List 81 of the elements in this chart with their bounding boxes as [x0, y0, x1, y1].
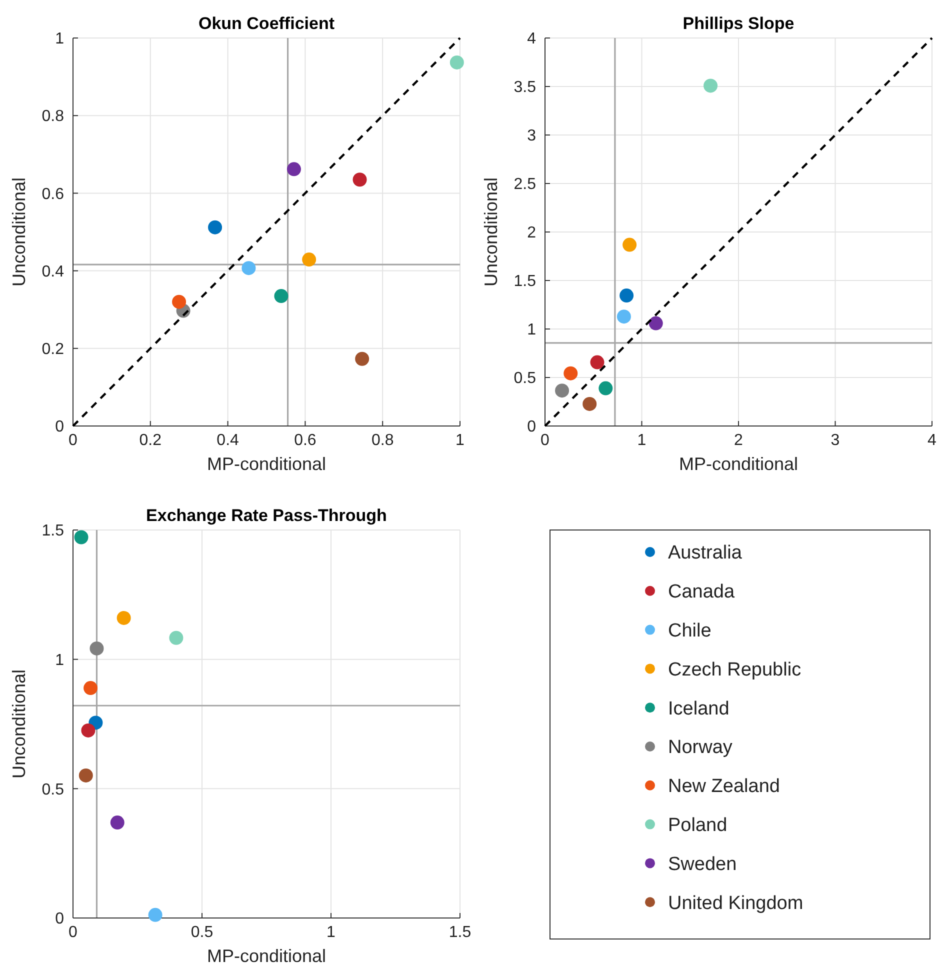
x-axis-title: MP-conditional [678, 454, 798, 474]
point [582, 396, 597, 411]
x-tick-label: 0.8 [371, 432, 394, 449]
point [148, 908, 162, 922]
chart-title: Exchange Rate Pass-Through [146, 506, 387, 525]
point [286, 162, 301, 176]
y-tick-label: 0 [527, 418, 536, 436]
point [90, 641, 104, 656]
point [704, 78, 718, 93]
legend-label: Sweden [668, 854, 737, 875]
x-tick-label: 2 [734, 432, 744, 449]
x-axis-title: MP-conditional [206, 946, 326, 966]
x-tick-label: 0 [68, 924, 78, 941]
point [169, 630, 184, 645]
point [648, 316, 663, 330]
y-tick-label: 0.5 [42, 781, 64, 798]
y-tick-label: 3 [527, 128, 536, 145]
point [116, 610, 131, 625]
legend-label: United Kingdom [668, 892, 804, 914]
point [555, 384, 570, 398]
legend-label: Norway [668, 737, 733, 758]
point [74, 530, 88, 544]
point [81, 723, 96, 738]
point [78, 768, 93, 782]
point [598, 381, 613, 396]
y-tick-label: 2.5 [514, 176, 536, 194]
x-tick-label: 0.4 [216, 432, 240, 449]
y-tick-label: 0.4 [42, 263, 64, 280]
y-tick-label: 0.6 [42, 186, 64, 203]
point [590, 355, 604, 370]
y-tick-label: 1 [55, 652, 64, 669]
point [84, 681, 98, 696]
y-axis-title: Unconditional [9, 669, 29, 779]
y-tick-label: 0.8 [42, 108, 64, 126]
x-tick-label: 0.5 [190, 924, 214, 941]
point [172, 294, 186, 309]
y-tick-label: 0 [55, 418, 64, 436]
y-tick-label: 0.2 [42, 341, 64, 358]
y-tick-label: 0.5 [514, 370, 536, 388]
point [355, 352, 370, 366]
x-tick-label: 4 [928, 432, 937, 449]
point [620, 288, 634, 303]
point [208, 220, 222, 234]
point [110, 816, 124, 830]
x-tick-label: 1 [456, 432, 465, 449]
y-tick-label: 1.5 [42, 522, 64, 540]
y-tick-label: 1 [55, 30, 64, 48]
point [242, 261, 256, 276]
chart-title: Phillips Slope [682, 14, 794, 33]
point [622, 238, 637, 252]
point [616, 310, 631, 324]
x-tick-label: 1.5 [448, 924, 472, 941]
y-tick-label: 3.5 [514, 79, 536, 96]
y-axis-title: Unconditional [481, 177, 501, 287]
y-tick-label: 1 [527, 322, 536, 339]
legend-label: Poland [668, 814, 728, 836]
point [564, 366, 578, 380]
legend-label: Canada [668, 582, 735, 603]
point [352, 172, 367, 187]
legend-label: Australia [668, 542, 742, 564]
legend-label: Iceland [668, 698, 730, 720]
point [450, 55, 464, 70]
x-tick-label: 0.2 [139, 432, 162, 449]
y-tick-label: 4 [527, 30, 536, 48]
y-axis-title: Unconditional [9, 177, 29, 287]
chart-title: Okun Coefficient [198, 14, 335, 33]
legend-label: Chile [668, 620, 712, 642]
x-tick-label: 0.6 [294, 432, 316, 449]
x-tick-label: 3 [830, 432, 840, 449]
y-tick-label: 2 [527, 224, 536, 242]
x-tick-label: 0 [68, 432, 78, 449]
x-tick-label: 1 [637, 432, 646, 449]
point [302, 252, 316, 267]
y-tick-label: 1.5 [514, 273, 536, 290]
y-tick-label: 0 [55, 910, 64, 928]
legend-label: Czech Republic [668, 659, 802, 680]
x-tick-label: 1 [326, 924, 336, 941]
x-axis-title: MP-conditional [206, 454, 326, 474]
x-tick-label: 0 [540, 432, 550, 449]
point [274, 289, 288, 304]
legend-label: New Zealand [668, 776, 780, 798]
